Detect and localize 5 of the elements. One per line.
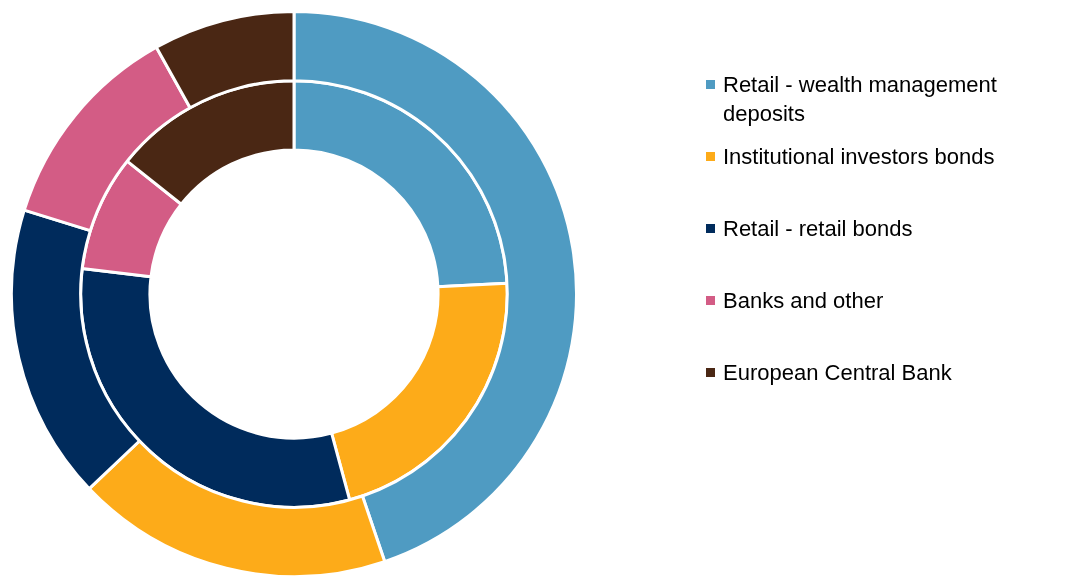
legend-label: European Central Bank	[723, 359, 952, 387]
legend-label: Retail - wealth management deposits	[723, 71, 998, 128]
legend-label: Banks and other	[723, 287, 884, 315]
legend-label: Retail - retail bonds	[723, 215, 913, 243]
legend-label: Institutional investors bonds	[723, 143, 995, 171]
